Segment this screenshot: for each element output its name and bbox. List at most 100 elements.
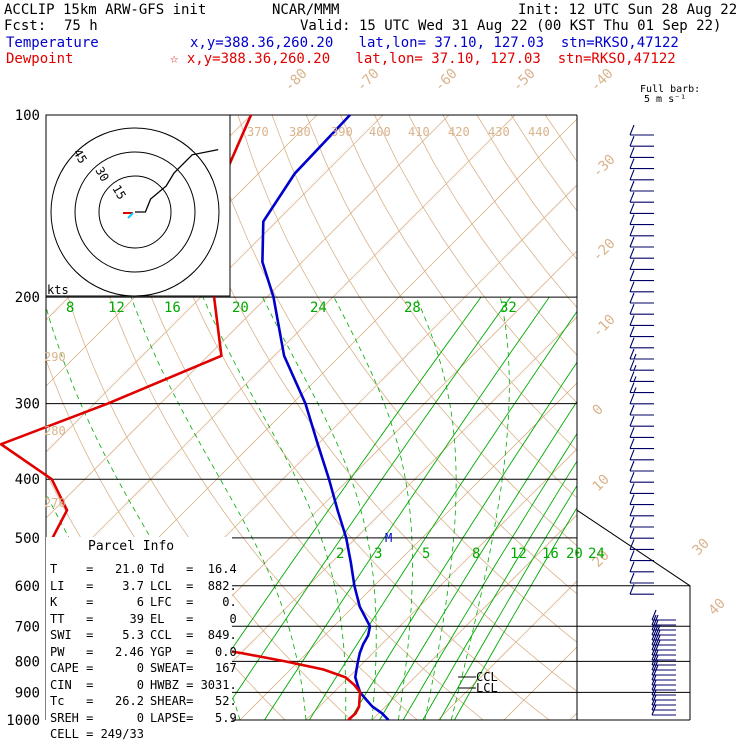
dry-adiabat-line xyxy=(238,115,740,720)
wind-barb xyxy=(630,226,654,236)
parcel-row-value: SHEAR= 52. xyxy=(150,695,237,707)
isotherm-label: -60 xyxy=(432,66,461,95)
dry-adiabat-line xyxy=(306,115,740,720)
pressure-tick-label: 600 xyxy=(15,579,40,595)
theta-label: 440 xyxy=(528,125,550,139)
parcel-row-label: LI = 3.7 xyxy=(50,580,144,592)
wind-barb xyxy=(630,282,654,292)
parcel-row-label: PW = 2.46 xyxy=(50,646,144,658)
theta-label: 390 xyxy=(331,125,353,139)
mixing-ratio-label: 8 xyxy=(66,300,74,316)
mixing-ratio-label: 20 xyxy=(232,300,249,316)
mixing-ratio-label: 16 xyxy=(164,300,181,316)
parcel-row-label: CIN = 0 xyxy=(50,679,144,691)
mixing-ratio-line xyxy=(423,297,681,720)
isotherm-label: 30 xyxy=(690,536,713,559)
wind-barb xyxy=(630,517,654,527)
pressure-tick-label: 500 xyxy=(15,531,40,547)
wind-barb xyxy=(630,259,654,269)
wind-barb xyxy=(630,248,654,258)
isotherm-label: -70 xyxy=(354,66,383,95)
mixing-ratio-label-lower: 12 xyxy=(510,546,527,562)
isotherm-line xyxy=(306,115,740,720)
wind-barb xyxy=(630,506,654,516)
dry-adiabat-line xyxy=(545,115,740,720)
parcel-row-label: CELL = 249/33 xyxy=(50,728,144,740)
wind-barb xyxy=(630,472,654,482)
pressure-tick-label: 1000 xyxy=(6,713,40,729)
mixing-ratio-label-lower: 20 xyxy=(566,546,583,562)
parcel-row-value: SWEAT= 167 xyxy=(150,662,237,674)
wind-barb xyxy=(630,147,654,157)
isotherm-label: 0 xyxy=(590,402,607,419)
mixing-ratio-label-lower: 2 xyxy=(336,546,344,562)
wind-barb xyxy=(630,371,654,381)
wind-barb xyxy=(630,349,654,359)
parcel-row-value: LCL = 882. xyxy=(150,580,237,592)
theta-label: 410 xyxy=(408,125,430,139)
wind-barb xyxy=(630,327,654,337)
melting-level-label: M xyxy=(385,531,392,545)
pressure-tick-label: 300 xyxy=(15,397,40,413)
wind-barb xyxy=(630,237,654,247)
dry-adiabat-line xyxy=(580,115,740,720)
parcel-info-title: Parcel Info xyxy=(88,541,174,553)
wind-barb xyxy=(630,360,654,370)
parcel-row-value: LFC = 0. xyxy=(150,596,237,608)
pressure-tick-label: 700 xyxy=(15,619,40,635)
hodograph-units: kts xyxy=(47,283,69,297)
wind-barb xyxy=(630,181,654,191)
mixing-ratio-label-lower: 16 xyxy=(542,546,559,562)
theta-label: 430 xyxy=(488,125,510,139)
wind-barb xyxy=(630,315,654,325)
wind-barb xyxy=(630,215,654,225)
isotherm-label: -20 xyxy=(590,236,619,265)
parcel-row-value: EL = 0 xyxy=(150,613,237,625)
isotherm-label: -40 xyxy=(588,66,617,95)
mixing-ratio-label-lower: 8 xyxy=(472,546,480,562)
parcel-row-label: T = 21.0 xyxy=(50,563,144,575)
pressure-tick-label: 100 xyxy=(15,108,40,124)
mixing-ratio-line xyxy=(380,297,646,720)
theta-label: 280 xyxy=(44,424,66,438)
wind-barb xyxy=(630,495,654,505)
wind-barb xyxy=(630,293,654,303)
parcel-row-label: Tc = 26.2 xyxy=(50,695,144,707)
mixing-ratio-label-lower: 5 xyxy=(422,546,430,562)
dry-adiabat-line xyxy=(648,115,740,720)
mixing-ratio-label: 28 xyxy=(404,300,421,316)
dry-adiabat-line xyxy=(443,115,740,720)
mixing-ratio-label-lower: 24 xyxy=(588,546,605,562)
wind-barb xyxy=(630,159,654,169)
mixing-ratio-label: 12 xyxy=(108,300,125,316)
isotherm-line xyxy=(438,115,740,720)
wind-barb xyxy=(630,203,654,213)
wind-barb xyxy=(630,125,654,135)
isotherm-label: 40 xyxy=(706,596,729,619)
dry-adiabat-line xyxy=(375,115,740,720)
parcel-row-value: CCL = 849. xyxy=(150,629,237,641)
theta-label: 380 xyxy=(289,125,311,139)
moist-adiabat-line xyxy=(416,297,456,720)
wind-barb xyxy=(630,450,654,460)
parcel-row-label: SWI = 5.3 xyxy=(50,629,144,641)
wind-barb xyxy=(630,461,654,471)
parcel-row-label: K = 6 xyxy=(50,596,144,608)
isotherm-line xyxy=(570,115,740,720)
parcel-row-label: SREH = 0 xyxy=(50,712,144,724)
wind-barb xyxy=(630,136,654,146)
wind-barb xyxy=(630,170,654,180)
pressure-tick-label: 400 xyxy=(15,472,40,488)
isotherm-label: -10 xyxy=(590,312,619,341)
theta-label: 400 xyxy=(369,125,391,139)
parcel-row-value: LAPSE= 5.9 xyxy=(150,712,237,724)
wind-barb xyxy=(630,304,654,314)
theta-label: 290 xyxy=(44,350,66,364)
temperature-line xyxy=(262,115,388,720)
mixing-ratio-label: 32 xyxy=(500,300,517,316)
wind-barb xyxy=(630,271,654,281)
wind-barb xyxy=(630,427,654,437)
isotherm-label: -80 xyxy=(282,66,311,95)
